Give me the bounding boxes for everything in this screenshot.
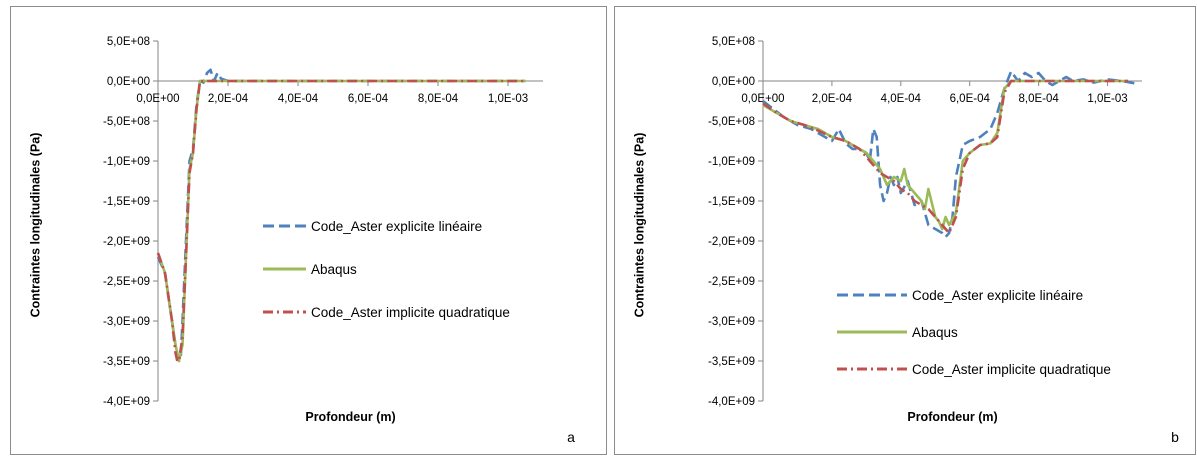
chart-b-y-tick-label: -4,0E+09 (708, 396, 755, 408)
chart-b-legend-label-0: Code_Aster explicite linéaire (912, 288, 1083, 303)
chart-a-y-tick-label: -2,5E+09 (103, 276, 150, 288)
chart-a-y-tick-label: 5,0E+08 (107, 36, 150, 48)
chart-a-y-axis-title: Contraintes longitudinales (Pa) (28, 133, 42, 318)
chart-a-x-tick-label: 4,0E-04 (278, 93, 319, 105)
chart-b-x-tick-label: 6,0E-04 (950, 93, 991, 105)
chart-a-y-tick-label: -2,0E+09 (103, 236, 150, 248)
chart-a-svg: 5,0E+08 0,0E+00 -5,0E+08 -1,0E+09 -1,5E+09 -2… (28, 36, 575, 445)
chart-a-x-tick-label: 0,0E+00 (136, 93, 179, 105)
chart-b-y-tick-label: -1,5E+09 (708, 196, 755, 208)
chart-a-y-tick-label: -3,0E+09 (103, 316, 150, 328)
chart-b-series-line-0 (762, 70, 1136, 239)
chart-b-y-tick-label: -3,5E+09 (708, 356, 755, 368)
chart-a-legend-label-2: Code_Aster implicite quadratique (311, 305, 510, 320)
chart-b-y-tick-label: -2,0E+09 (708, 236, 755, 248)
chart-b-y-tick-label: 5,0E+08 (712, 36, 755, 48)
chart-b-x-tick-label: 1,0E-03 (1087, 93, 1127, 105)
chart-b-y-axis-title: Contraintes longitudinales (Pa) (632, 133, 646, 318)
chart-a-x-tick-label: 1,0E-03 (488, 93, 528, 105)
chart-a-x-tick-label: 6,0E-04 (348, 93, 389, 105)
chart-panel-b: 5,0E+08 0,0E+00 -5,0E+08 -1,0E+09 -1,5E+09 -2… (614, 6, 1196, 455)
chart-a-y-tick-label: 0,0E+00 (107, 76, 150, 88)
chart-b-x-tick-label: 0,0E+00 (741, 93, 784, 105)
chart-b-x-tick-label: 8,0E-04 (1018, 93, 1059, 105)
chart-a-x-axis-title: Profondeur (m) (305, 410, 395, 424)
chart-b-panel-letter: b (1171, 429, 1179, 445)
chart-a-x-tick-label: 8,0E-04 (418, 93, 459, 105)
chart-a-legend-label-0: Code_Aster explicite linéaire (311, 219, 482, 234)
chart-a-y-tick-label: -5,0E+08 (103, 116, 150, 128)
chart-a-series-line-2 (156, 79, 526, 363)
chart-b-legend-label-1: Abaqus (912, 325, 958, 340)
chart-b-y-tick-label: -2,5E+09 (708, 276, 755, 288)
chart-b-series-line-2 (762, 79, 1129, 235)
chart-b-legend-label-2: Code_Aster implicite quadratique (912, 362, 1111, 377)
chart-panel-a: 5,0E+08 0,0E+00 -5,0E+08 -1,0E+09 -1,5E+09 -2… (10, 6, 607, 455)
chart-a-y-tick-label: -4,0E+09 (103, 396, 150, 408)
chart-a-legend-label-1: Abaqus (311, 262, 357, 277)
chart-a-y-tick-label: -1,5E+09 (103, 196, 150, 208)
chart-a-y-tick-label: -1,0E+09 (103, 156, 150, 168)
chart-b-svg: 5,0E+08 0,0E+00 -5,0E+08 -1,0E+09 -1,5E+09 -2… (632, 36, 1179, 445)
chart-b-y-tick-label: -1,0E+09 (708, 156, 755, 168)
chart-b-y-tick-label: -3,0E+09 (708, 316, 755, 328)
chart-b-y-tick-label: 0,0E+00 (712, 76, 755, 88)
chart-a-y-tick-label: -3,5E+09 (103, 356, 150, 368)
chart-b-x-tick-label: 4,0E-04 (881, 93, 922, 105)
chart-a-panel-letter: a (567, 429, 575, 445)
chart-b-y-tick-label: -5,0E+08 (708, 116, 755, 128)
chart-b-x-tick-label: 2,0E-04 (812, 93, 853, 105)
chart-b-x-axis-title: Profondeur (m) (907, 410, 997, 424)
chart-a-x-tick-label: 2,0E-04 (208, 93, 249, 105)
